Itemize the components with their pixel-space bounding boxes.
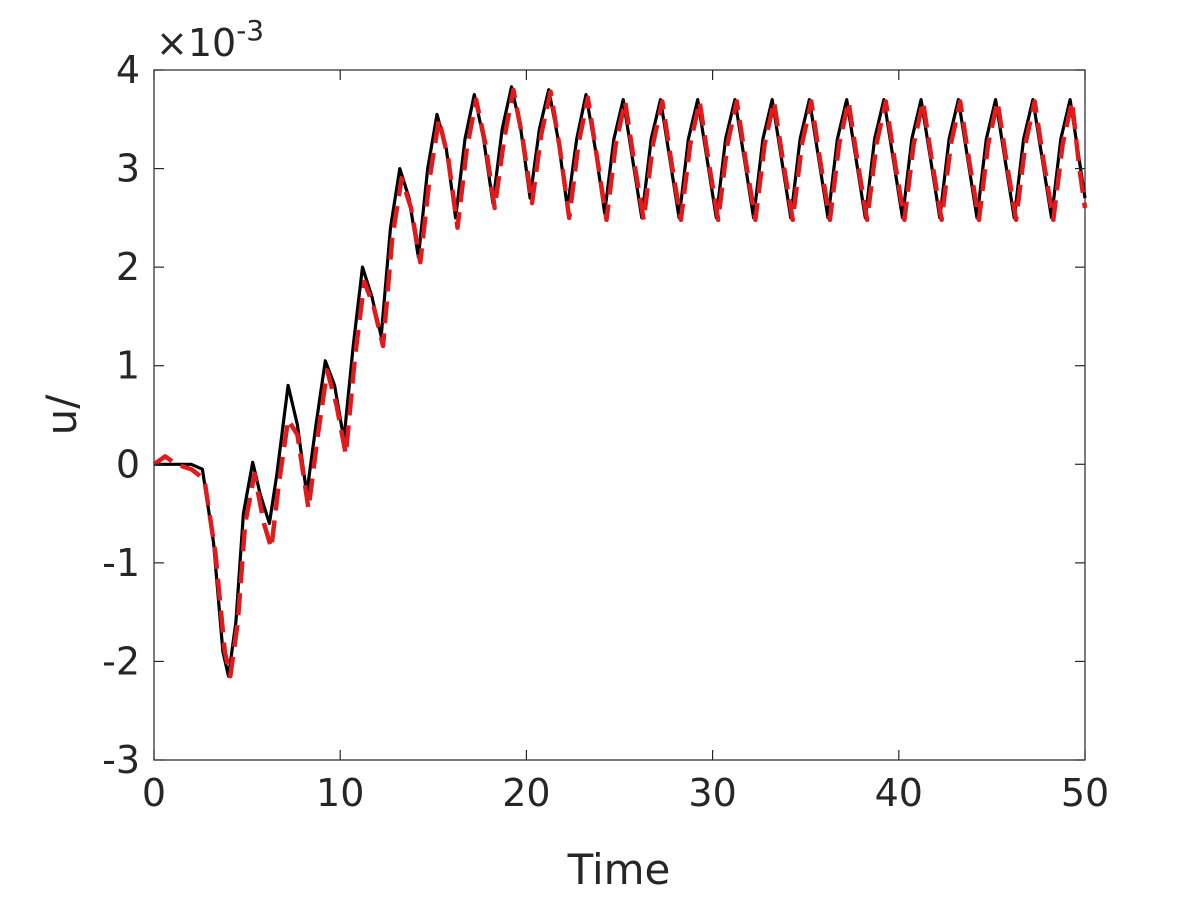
x-tick-label: 0: [142, 771, 166, 815]
series-layer: [152, 85, 1088, 679]
x-tick-label: 20: [502, 771, 550, 815]
x-tick-label: 10: [316, 771, 364, 815]
y-axis-exponent: ×10-3: [156, 14, 264, 65]
x-axis-title: Time: [567, 845, 671, 894]
y-tick-label: 0: [116, 442, 140, 486]
x-tick-label: 40: [875, 771, 923, 815]
y-tick-label: -2: [102, 639, 140, 683]
y-tick-label: 2: [116, 245, 140, 289]
x-axis-ticks: 0 10 20 30 40 50: [142, 70, 1109, 815]
y-tick-label: 3: [116, 147, 140, 191]
y-axis-exponent-power: -3: [236, 14, 264, 47]
y-tick-label: 4: [116, 48, 140, 92]
y-axis-ticks: -3 -2 -1 0 1 2 3 4: [102, 48, 1085, 782]
y-axis-title: u/: [37, 394, 86, 436]
axes-box: [153, 69, 1086, 761]
y-tick-label: -3: [102, 738, 140, 782]
x-tick-label: 30: [688, 771, 736, 815]
y-tick-label: -1: [102, 541, 140, 585]
plot-area: 0 10 20 30 40 50 -3 -2 -1 0 1 2 3 4: [102, 48, 1109, 815]
y-axis-exponent-base: ×10: [156, 21, 236, 65]
x-tick-label: 50: [1061, 771, 1109, 815]
y-tick-label: 1: [116, 344, 140, 388]
series-line-2: [152, 87, 1088, 679]
